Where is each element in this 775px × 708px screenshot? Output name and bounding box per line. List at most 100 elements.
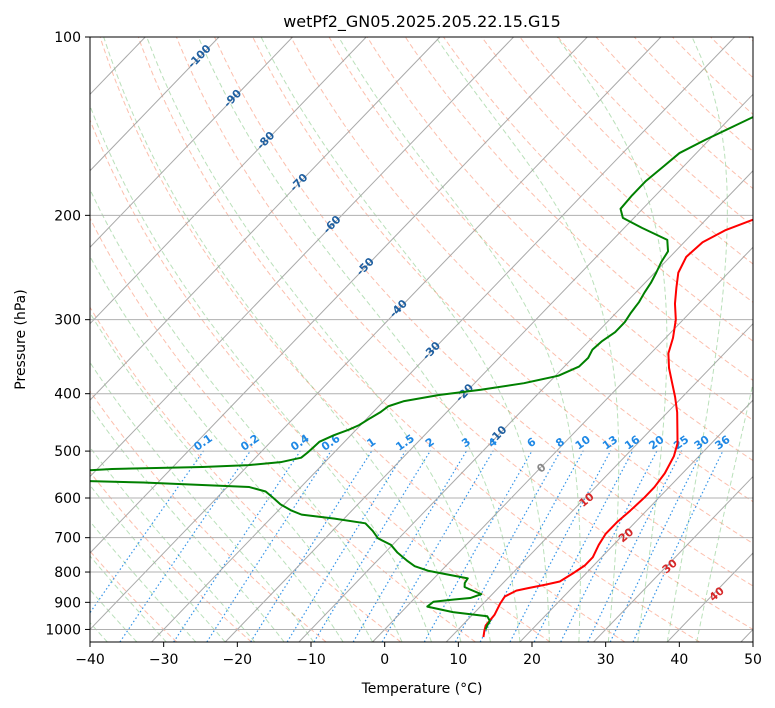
mixing-ratio-line <box>313 450 432 642</box>
dry-adiabat-line <box>633 37 753 152</box>
mixing-ratio-label: 6 <box>525 435 539 450</box>
isotherm-line <box>90 37 441 401</box>
isotherm-line <box>90 37 293 248</box>
moist-adiabat-line <box>260 37 550 642</box>
moist-adiabat-line <box>197 37 521 642</box>
y-axis: 100 200 300 400 500 600 700 800 900 1000 <box>45 30 90 638</box>
mixing-ratio-line <box>609 450 703 642</box>
x-tick-label: −10 <box>296 652 326 668</box>
mixing-ratio-label: 0.4 <box>288 432 312 454</box>
mixing-ratio-line <box>632 450 724 642</box>
dry-adiabat-line <box>290 37 753 503</box>
dry-adiabat-line <box>214 37 753 587</box>
dry-adiabat-line <box>90 306 402 642</box>
x-tick-label: 0 <box>380 652 389 668</box>
y-tick-label: 400 <box>54 387 81 403</box>
dry-adiabat-line <box>443 37 753 342</box>
moist-adiabat-line <box>435 37 620 642</box>
mixing-ratio-line <box>533 450 634 642</box>
mixing-ratio-line <box>509 450 612 642</box>
mixing-ratio-label: 10 <box>573 433 593 453</box>
mixing-ratio-label: 13 <box>600 433 620 452</box>
x-axis: −40 −30 −20 −10 0 10 20 30 40 50 <box>75 642 762 668</box>
moist-adiabat-line <box>90 361 315 642</box>
y-tick-label: 900 <box>54 595 81 611</box>
dry-adiabat-line <box>595 37 753 190</box>
dry-adiabat-line <box>252 37 753 545</box>
x-tick-label: 50 <box>744 652 762 668</box>
mixing-ratio-line <box>381 450 494 642</box>
mixing-ratio-line <box>119 450 252 642</box>
dry-adiabat-line <box>366 37 753 421</box>
background-lines <box>0 37 753 642</box>
isotherm-line <box>740 628 753 642</box>
y-tick-label: 800 <box>54 565 81 581</box>
mixing-ratio-label: 16 <box>622 433 642 453</box>
mixing-ratio-label: 36 <box>712 433 732 453</box>
isotherm-line <box>519 399 753 642</box>
mixing-ratio-line <box>423 450 533 642</box>
isotherm-line <box>151 37 735 642</box>
dewpoint-profile-line <box>90 115 753 630</box>
isotherm-line <box>90 37 662 631</box>
moist-adiabat-line <box>338 37 581 642</box>
mixing-ratio-label: 0.2 <box>238 432 261 454</box>
y-tick-label: 600 <box>54 491 81 507</box>
mixing-ratio-line <box>454 450 562 642</box>
dry-adiabat-line <box>137 37 700 642</box>
mixing-ratio-label: 30 <box>692 433 712 453</box>
dry-adiabat-line <box>90 118 551 642</box>
temperature-profile-line <box>482 218 753 638</box>
dry-adiabat-line <box>90 217 476 642</box>
moist-adiabat-line <box>90 446 256 642</box>
moist-adiabat-line <box>90 188 403 642</box>
series-lines <box>90 115 753 638</box>
mixing-ratio-line <box>286 450 407 642</box>
y-tick-label: 700 <box>54 531 81 547</box>
dry-adiabat-label: 20 <box>616 525 636 545</box>
dry-adiabat-label: 10 <box>577 490 597 510</box>
mixing-ratio-line <box>587 450 683 642</box>
moist-adiabat-line <box>90 405 285 642</box>
isotherm-line <box>90 37 220 172</box>
y-tick-label: 200 <box>54 208 81 224</box>
mixing-ratio-line <box>90 450 205 614</box>
moist-adiabat-line <box>556 37 668 642</box>
moist-adiabat-line <box>90 104 432 642</box>
x-tick-label: 30 <box>597 652 615 668</box>
isotherm-line <box>90 37 367 325</box>
isotherm-line <box>445 322 753 642</box>
x-tick-label: −30 <box>149 652 179 668</box>
moist-adiabat-line <box>90 520 197 642</box>
plot-frame <box>89 36 754 643</box>
mixing-ratio-label: 0.6 <box>319 432 343 454</box>
dry-adiabat-line <box>481 37 753 303</box>
x-tick-label: −20 <box>223 652 253 668</box>
moist-adiabat-line <box>696 381 753 642</box>
mixing-ratio-label: 2 <box>423 435 437 450</box>
moist-adiabat-line <box>90 484 226 642</box>
isotherm-line <box>0 37 72 642</box>
mixing-ratio-line <box>352 450 468 642</box>
mixing-ratio-label: 1 <box>365 435 379 450</box>
moist-adiabat-line <box>90 312 344 642</box>
isotherm-line <box>593 475 753 642</box>
isotherm-line <box>298 170 753 642</box>
x-axis-title: Temperature (°C) <box>361 681 483 697</box>
dry-adiabat-line <box>99 37 626 642</box>
mixing-ratio-label: 1.5 <box>393 432 416 454</box>
y-tick-label: 300 <box>54 313 81 329</box>
x-tick-label: 20 <box>523 652 541 668</box>
isotherm-line <box>90 37 588 554</box>
mixing-ratio-line <box>173 450 302 642</box>
mixing-ratio-line <box>250 450 373 642</box>
x-tick-label: 40 <box>670 652 688 668</box>
moist-adiabat-line <box>0 37 78 642</box>
dry-adiabat-line <box>175 37 753 631</box>
y-axis-title: Pressure (hPa) <box>13 289 29 389</box>
moist-adiabat-line <box>146 37 491 642</box>
mixing-ratio-label: 25 <box>671 433 691 452</box>
y-tick-label: 100 <box>54 30 81 46</box>
